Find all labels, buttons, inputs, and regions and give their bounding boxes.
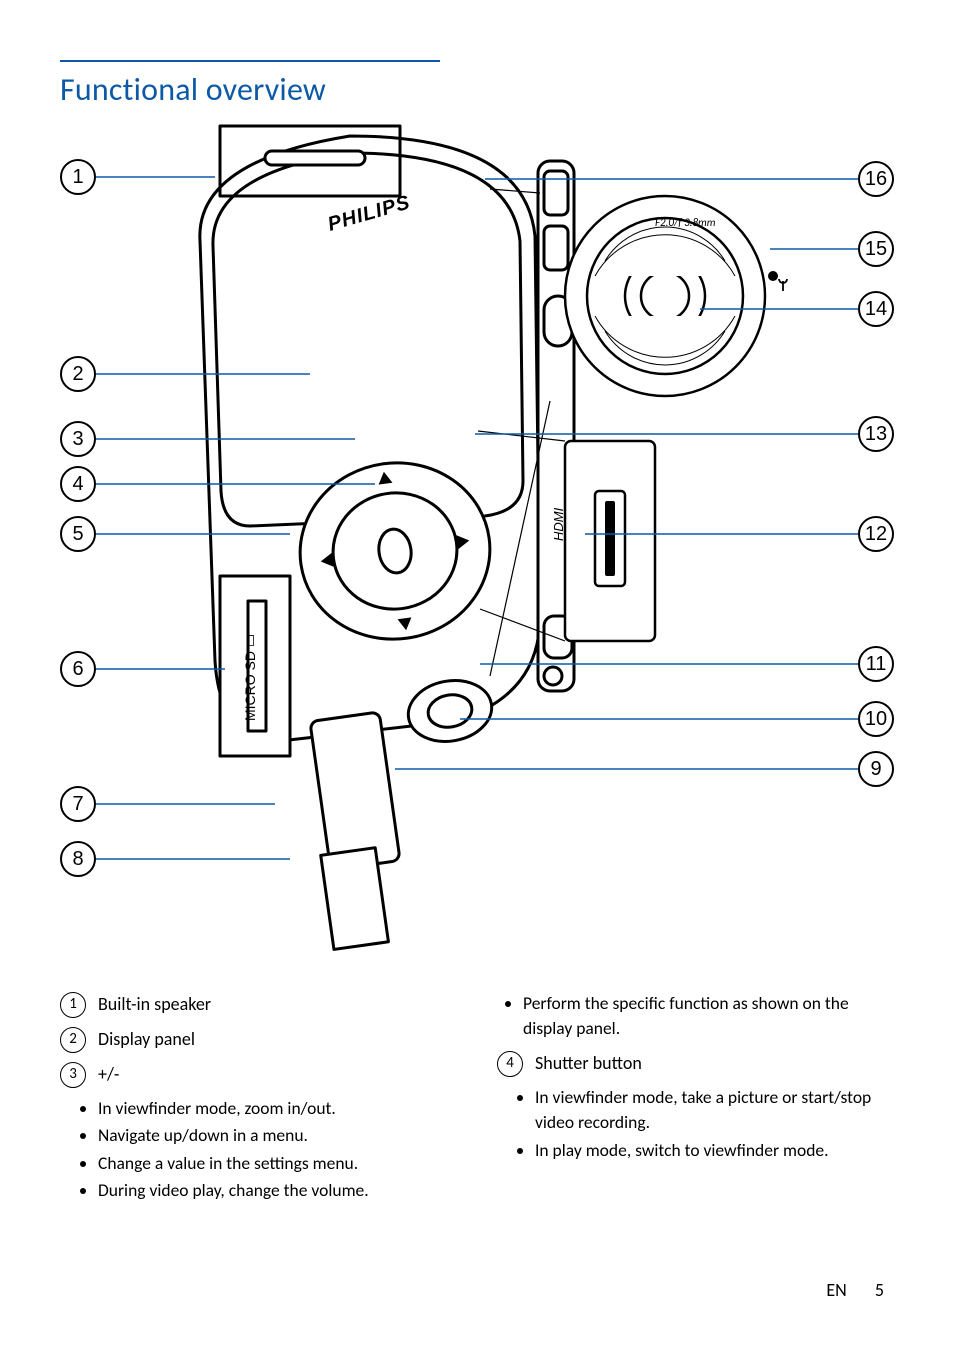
- callout-5: 5: [60, 516, 96, 552]
- column-left: 1 Built-in speaker 2 Display panel 3 +/- In vi…: [60, 991, 457, 1212]
- item-title: Shutter button: [535, 1052, 642, 1074]
- item-bullets: In viewfinder mode, take a picture or st…: [535, 1085, 894, 1163]
- bullet: Perform the specific function as shown o…: [523, 991, 894, 1042]
- bullet: In play mode, switch to viewfinder mode.: [535, 1138, 894, 1163]
- item-4: 4 Shutter button: [497, 1050, 894, 1077]
- callout-2: 2: [60, 356, 96, 392]
- footer-page: 5: [875, 1279, 884, 1301]
- bullet: In viewfinder mode, zoom in/out.: [98, 1096, 457, 1121]
- item-1: 1 Built-in speaker: [60, 991, 457, 1018]
- bullet: In viewfinder mode, take a picture or st…: [535, 1085, 894, 1136]
- callout-15: 15: [858, 231, 894, 267]
- heading-rule: [60, 60, 440, 62]
- item-3: 3 +/-: [60, 1061, 457, 1088]
- item-number: 2: [60, 1027, 86, 1053]
- callout-11: 11: [858, 646, 894, 682]
- callout-12: 12: [858, 516, 894, 552]
- section-heading: Functional overview: [60, 70, 894, 109]
- bullet: Change a value in the settings menu.: [98, 1151, 457, 1176]
- item-bullets: In viewfinder mode, zoom in/out.Navigate…: [98, 1096, 457, 1204]
- callout-8: 8: [60, 841, 96, 877]
- continuation-bullets: Perform the specific function as shown o…: [523, 991, 894, 1042]
- description-columns: 1 Built-in speaker 2 Display panel 3 +/- In vi…: [60, 991, 894, 1212]
- item-number: 1: [60, 992, 86, 1018]
- bullet: During video play, change the volume.: [98, 1178, 457, 1203]
- item-title: Display panel: [98, 1028, 195, 1050]
- callout-1: 1: [60, 159, 96, 195]
- callout-9: 9: [858, 751, 894, 787]
- device-diagram: PHILIPS MICRO SD ▭: [60, 121, 894, 971]
- callout-10: 10: [858, 701, 894, 737]
- item-title: Built-in speaker: [98, 993, 211, 1015]
- callout-14: 14: [858, 291, 894, 327]
- item-number: 3: [60, 1062, 86, 1088]
- callout-7: 7: [60, 786, 96, 822]
- item-2: 2 Display panel: [60, 1026, 457, 1053]
- column-right: Perform the specific function as shown o…: [497, 991, 894, 1212]
- item-title: +/-: [98, 1063, 119, 1085]
- bullet: Navigate up/down in a menu.: [98, 1123, 457, 1148]
- callout-4: 4: [60, 466, 96, 502]
- callout-16: 16: [858, 161, 894, 197]
- page-footer: EN 5: [826, 1279, 884, 1301]
- footer-lang: EN: [826, 1279, 846, 1301]
- leader-lines: [60, 121, 894, 971]
- item-number: 4: [497, 1051, 523, 1077]
- callout-13: 13: [858, 416, 894, 452]
- callout-6: 6: [60, 651, 96, 687]
- callout-3: 3: [60, 421, 96, 457]
